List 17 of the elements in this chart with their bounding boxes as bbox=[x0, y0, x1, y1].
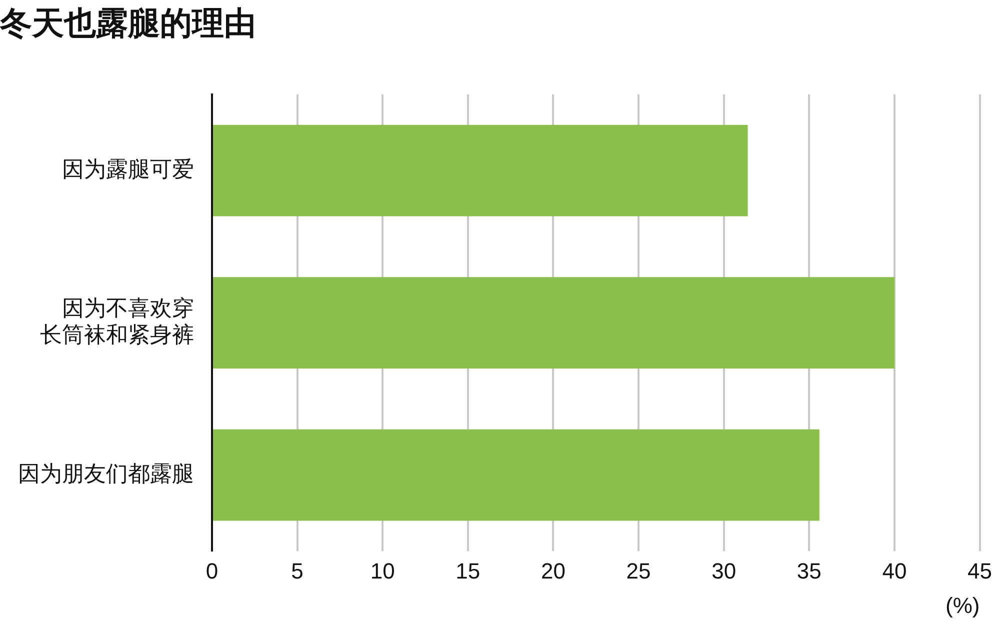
bar bbox=[213, 429, 820, 521]
x-tick-label: 30 bbox=[712, 558, 736, 584]
x-tick-label: 10 bbox=[370, 558, 395, 584]
x-tick-label: 5 bbox=[291, 558, 304, 584]
bar bbox=[213, 277, 894, 368]
x-axis-title: (%) bbox=[946, 592, 980, 618]
x-tick-label: 35 bbox=[796, 558, 822, 584]
y-tick-label: 因为不喜欢穿长筒袜和紧身裤 bbox=[40, 296, 194, 348]
x-tick-label: 15 bbox=[456, 558, 480, 584]
x-tick-label: 45 bbox=[968, 558, 992, 584]
bar bbox=[213, 124, 748, 216]
x-tick-label: 40 bbox=[882, 558, 907, 584]
y-tick-label: 因为露腿可爱 bbox=[62, 156, 194, 182]
x-tick-label: 0 bbox=[206, 558, 218, 584]
x-tick-label: 25 bbox=[626, 558, 651, 584]
y-tick-label: 因为朋友们都露腿 bbox=[18, 461, 194, 486]
x-tick-label: 20 bbox=[540, 558, 566, 584]
